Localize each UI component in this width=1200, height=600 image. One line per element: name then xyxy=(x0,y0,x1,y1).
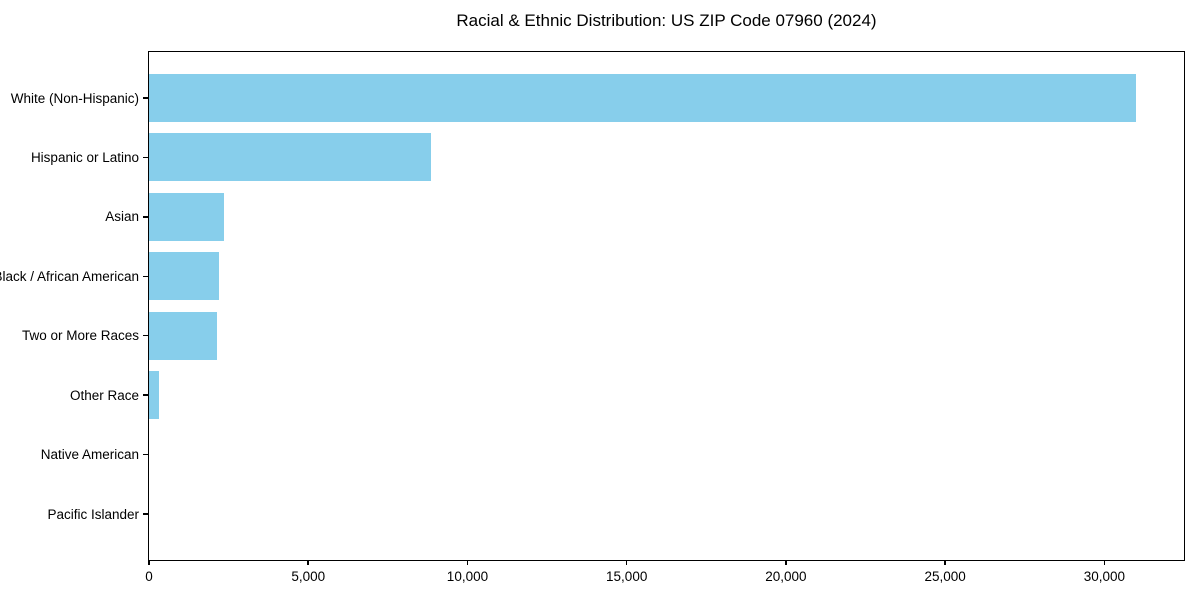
bar-white-non-hispanic xyxy=(149,74,1137,122)
x-axis-tick xyxy=(944,560,946,565)
x-axis-label: 5,000 xyxy=(291,569,326,584)
bar-black-african-american xyxy=(149,252,220,301)
y-axis-tick xyxy=(142,394,149,396)
y-axis-label: Two or More Races xyxy=(21,328,139,344)
y-axis-tick xyxy=(142,453,149,456)
y-axis-label: Hispanic or Latino xyxy=(30,149,139,165)
y-axis-tick xyxy=(142,156,149,159)
x-axis-tick xyxy=(1103,560,1106,565)
y-axis-label: White (Non-Hispanic) xyxy=(10,90,139,106)
y-axis-label: Other Race xyxy=(69,387,139,403)
x-axis-tick xyxy=(466,560,469,565)
x-axis-label: 20,000 xyxy=(765,569,807,584)
y-axis-label: Black / African American xyxy=(0,268,139,284)
x-axis-tick xyxy=(625,560,628,565)
bar-two-or-more-races xyxy=(149,311,218,360)
plot-area: White (Non-Hispanic) Hispanic or Latino As… xyxy=(0,51,1185,584)
x-axis-label: 30,000 xyxy=(1083,569,1126,584)
x-axis-tick xyxy=(785,560,787,565)
y-axis-tick xyxy=(142,216,149,218)
x-axis-label: 0 xyxy=(145,569,153,584)
x-axis-label: 15,000 xyxy=(606,569,648,584)
x-axis-tick xyxy=(307,560,309,565)
y-axis-label: Pacific Islander xyxy=(47,506,139,522)
bar-other-race xyxy=(149,371,159,420)
chart-title: Racial & Ethnic Distribution: US ZIP Cod… xyxy=(456,11,877,30)
y-axis-label: Native American xyxy=(40,447,139,463)
y-axis-tick xyxy=(142,513,149,515)
x-axis-label: 25,000 xyxy=(924,569,966,584)
y-axis-tick xyxy=(142,275,149,278)
y-axis-tick xyxy=(142,97,149,99)
x-axis-label: 10,000 xyxy=(446,569,489,584)
bar-hispanic-or-latino xyxy=(149,133,432,182)
bar-asian xyxy=(149,192,224,241)
y-axis-label: Asian xyxy=(105,209,139,225)
x-axis-tick xyxy=(148,560,150,565)
y-axis-tick xyxy=(142,334,149,337)
